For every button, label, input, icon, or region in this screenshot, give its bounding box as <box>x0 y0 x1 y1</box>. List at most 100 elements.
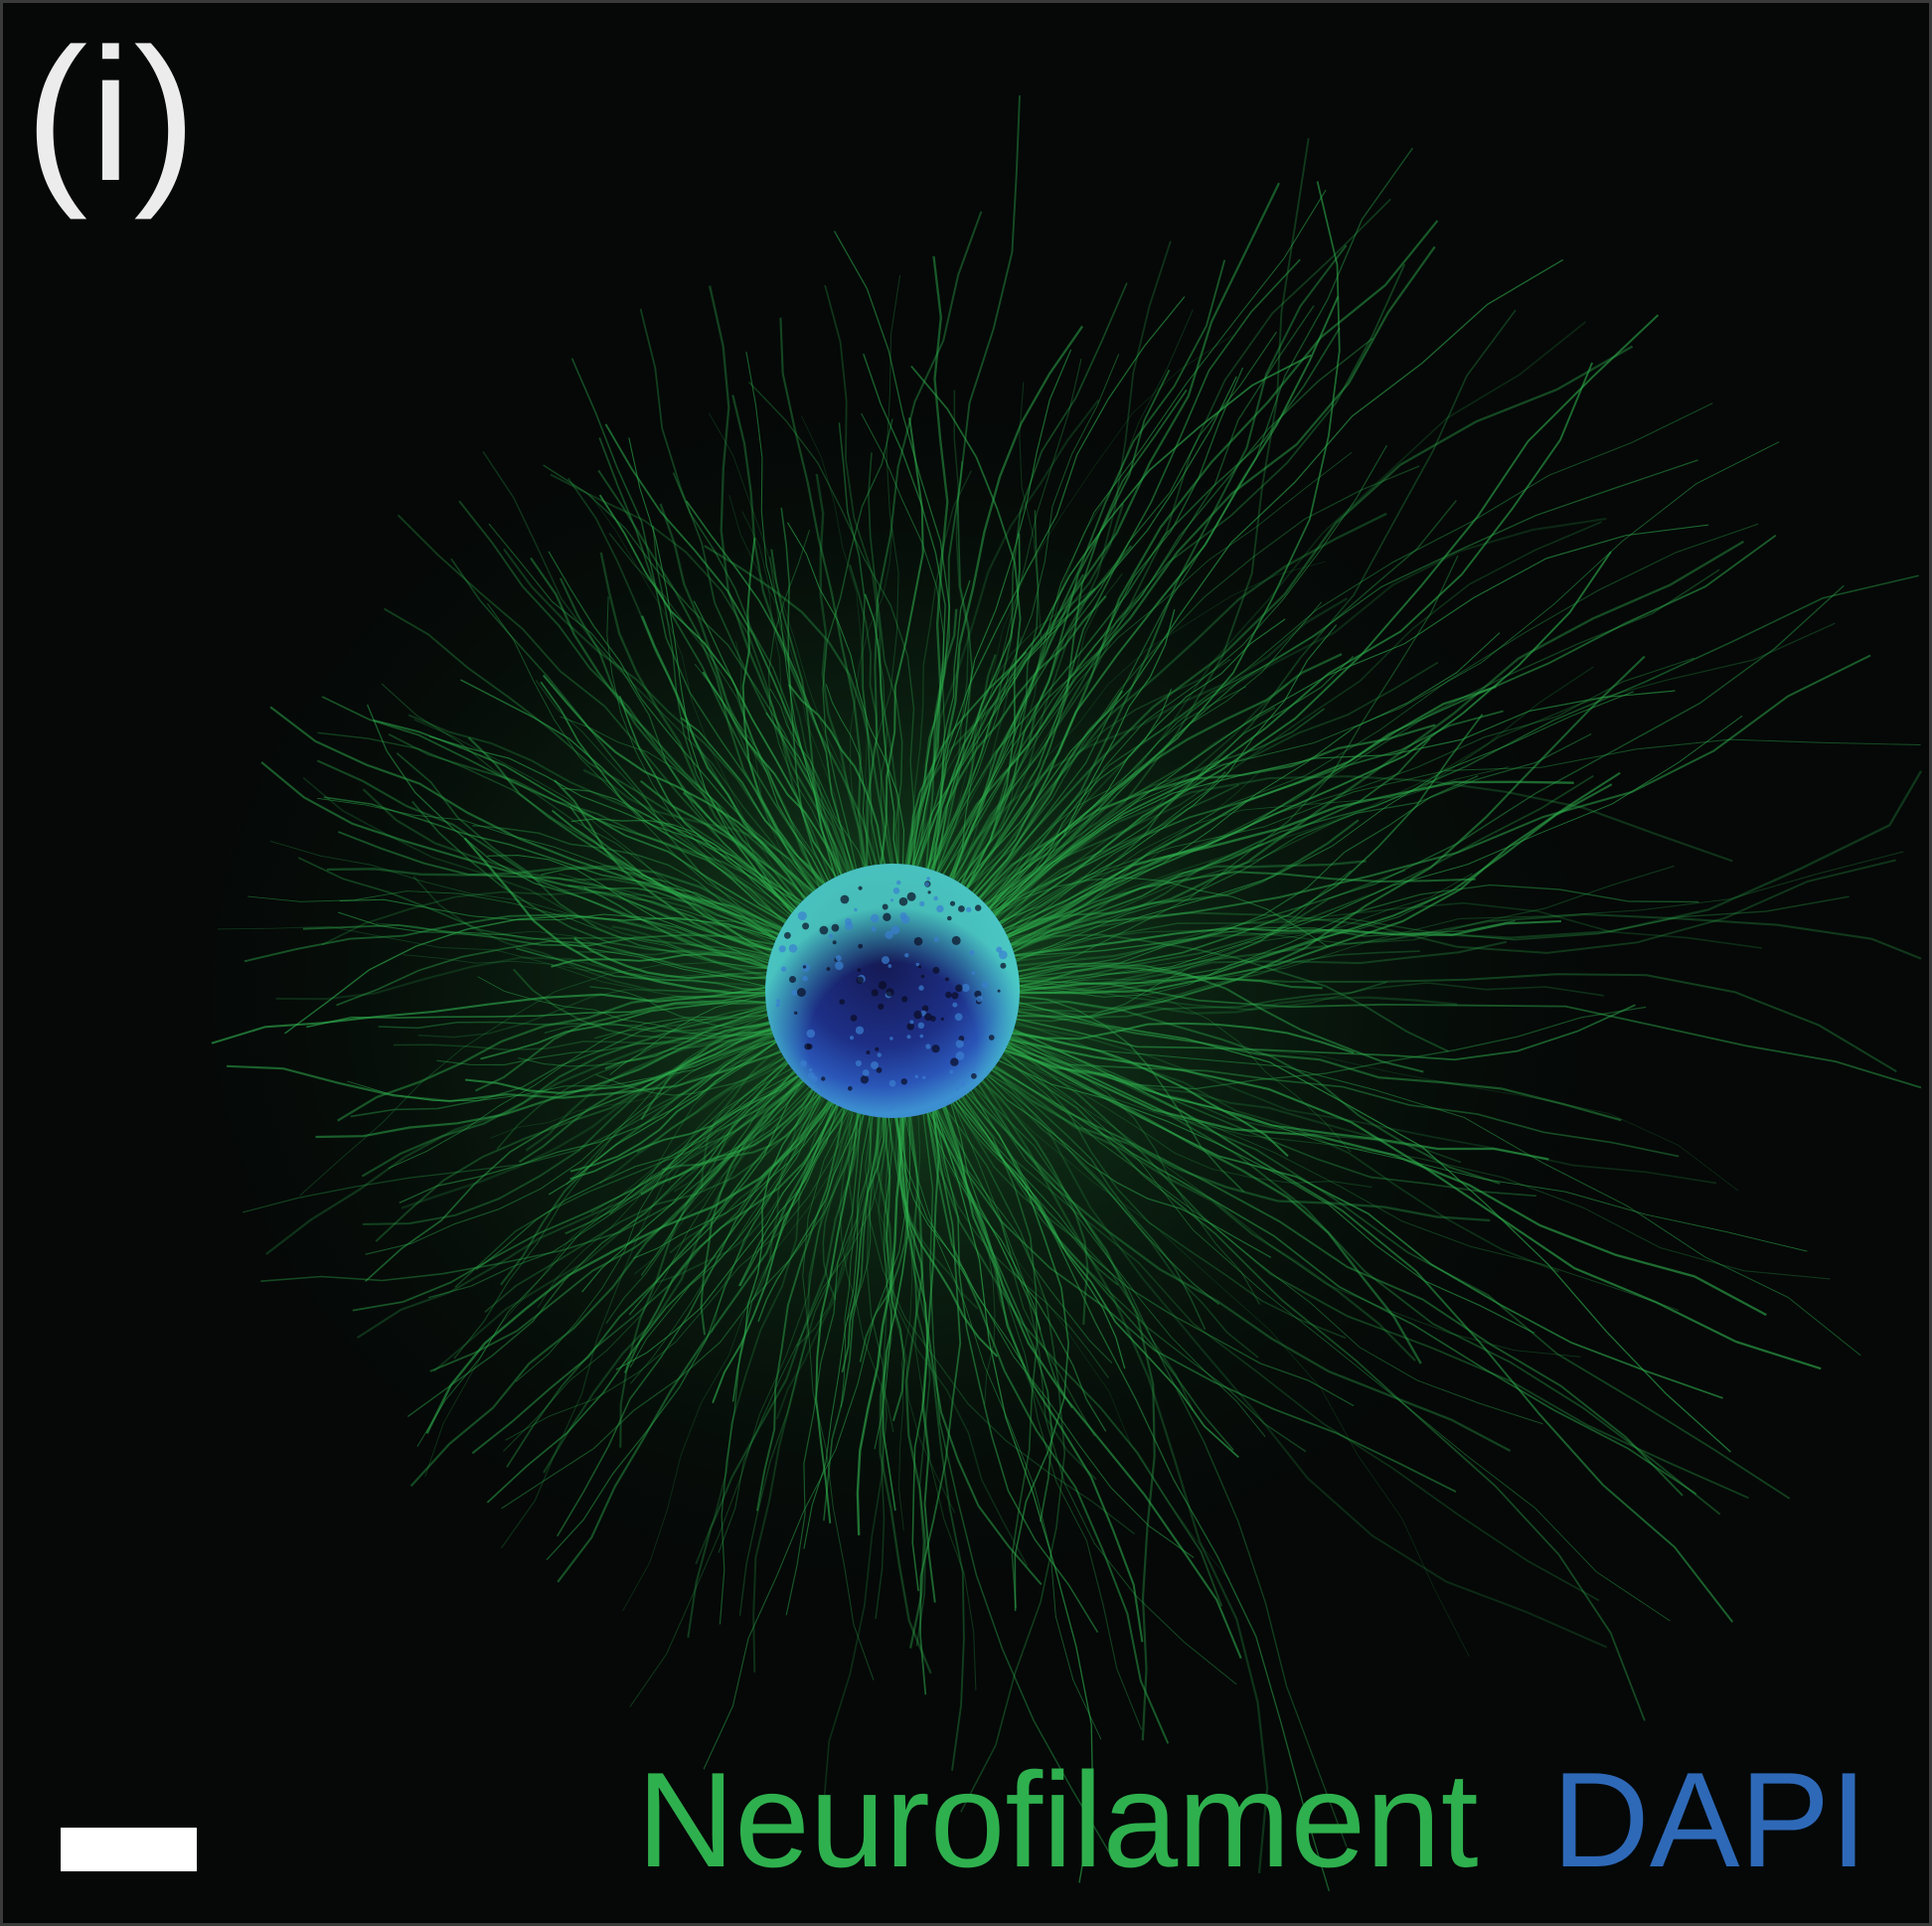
neurite-fiber <box>1001 1049 1671 1622</box>
neurite-fiber <box>546 1093 824 1561</box>
neurite-fiber <box>934 1107 1094 1883</box>
nucleus-speckle <box>826 967 831 971</box>
neurite-fiber <box>1011 865 1675 957</box>
neurite-fiber <box>905 1113 965 1771</box>
neurite-fiber <box>416 1060 791 1448</box>
neurite-fiber <box>1004 574 1919 939</box>
neurite-fiber <box>903 470 973 868</box>
neurite-fiber <box>768 557 844 879</box>
neurite-fiber <box>959 258 1564 887</box>
neurite-fiber <box>846 1114 885 1321</box>
neurite-fiber <box>1009 859 1896 954</box>
neurite-fiber <box>931 1108 1109 1378</box>
neurite-fiber <box>976 661 1439 901</box>
neurite-fiber <box>1000 1050 1831 1280</box>
neurite-fiber <box>1013 901 1763 963</box>
neurite-fiber <box>463 837 769 995</box>
nucleus-speckle <box>961 983 970 993</box>
nucleus-speckle <box>870 913 880 923</box>
nucleus-speckle <box>882 956 889 965</box>
neurite-fiber <box>1007 1036 1261 1306</box>
neurite-fiber <box>411 800 772 965</box>
nucleus-speckle <box>898 896 908 906</box>
fluorescence-micrograph <box>142 94 1923 1891</box>
nucleus-speckle <box>975 904 982 911</box>
neurite-fiber <box>551 953 771 969</box>
neurite-fiber <box>996 1058 1581 1358</box>
neurite-fiber <box>970 382 1043 895</box>
neurite-fiber <box>604 1008 770 1070</box>
neurite-fiber <box>997 783 1239 926</box>
neurite-fiber <box>1013 732 1592 964</box>
legend-dapi: DAPI <box>1551 1744 1867 1895</box>
nucleus-speckle <box>784 931 791 939</box>
neurite-fiber <box>898 1112 921 1530</box>
neurite-fiber <box>569 1040 779 1173</box>
nucleus-speckle <box>871 926 877 932</box>
nucleus-speckle <box>904 953 909 958</box>
neurite-fiber <box>530 557 803 907</box>
neurite-fiber <box>1016 775 1479 980</box>
neurite-fiber <box>630 1099 834 1384</box>
neurite-fiber <box>1000 551 1612 932</box>
neurite-fiber <box>347 1040 779 1102</box>
neurite-fiber <box>922 1110 1231 1581</box>
neurite-fiber <box>703 1113 911 1770</box>
nucleus-speckle <box>791 990 798 996</box>
neurite-fiber <box>1008 871 1476 947</box>
neurite-fiber <box>373 719 789 925</box>
neurite-fiber <box>966 451 1353 892</box>
neurite-fiber <box>822 1110 862 1301</box>
nucleus-speckle <box>811 1075 818 1082</box>
neurite-fiber <box>1016 995 1458 1015</box>
neurite-fiber <box>1001 819 1360 934</box>
nucleus-speckle <box>806 1029 816 1039</box>
neurite-fiber <box>992 1063 1684 1497</box>
neurite-fiber <box>869 1113 956 1514</box>
neurite-fiber <box>992 683 1289 918</box>
neurite-fiber <box>935 390 970 876</box>
neurite-fiber <box>674 1070 799 1193</box>
neurite-fiber <box>1008 933 1449 1052</box>
neurite-fiber <box>428 735 799 911</box>
neurite-fiber <box>985 499 1458 909</box>
nucleus-speckle <box>835 955 842 962</box>
neurite-fiber <box>633 1099 835 1259</box>
neurite-fiber <box>489 1045 782 1139</box>
nucleus-speckle <box>878 1003 885 1011</box>
neurite-fiber <box>997 657 1694 926</box>
neurite-fiber <box>321 890 778 946</box>
neurite-fiber <box>429 1078 806 1372</box>
nucleus-speckle <box>819 925 829 935</box>
nucleus-speckle <box>955 984 963 993</box>
neurite-fiber <box>317 731 774 955</box>
nucleus-speckle <box>831 923 840 932</box>
neurite-fiber <box>985 1071 1207 1331</box>
neurite-fiber <box>297 857 773 959</box>
nucleus-speckle <box>1000 962 1007 969</box>
neurite-fiber <box>979 1078 1089 1325</box>
neurite-fiber <box>980 1076 1269 1874</box>
neurite-fiber <box>959 545 1133 887</box>
neurite-fiber <box>384 607 806 904</box>
neurite-fiber <box>934 327 1341 876</box>
neurite-fiber <box>874 1114 892 1450</box>
neurite-fiber <box>833 231 951 869</box>
nucleus-speckle <box>914 1074 918 1079</box>
nucleus-speckle <box>924 882 930 887</box>
neurite-fiber <box>640 615 808 902</box>
neurite-fiber <box>406 1067 796 1417</box>
neurite-fiber <box>978 658 1231 902</box>
neurite-fiber <box>712 1101 840 1404</box>
nucleus-speckle <box>958 1079 966 1087</box>
nucleus-speckle <box>840 894 850 904</box>
neurite-fiber <box>1008 654 1871 947</box>
neurite-fiber <box>910 365 1022 891</box>
neurite-fiber <box>652 525 801 909</box>
neurite-fiber <box>993 521 1602 919</box>
nucleus-speckle <box>789 976 796 983</box>
neurite-fiber <box>999 738 1921 928</box>
neurite-fiber <box>785 1110 862 1616</box>
nucleus-speckle <box>802 975 808 982</box>
neurite-fiber <box>503 548 819 892</box>
